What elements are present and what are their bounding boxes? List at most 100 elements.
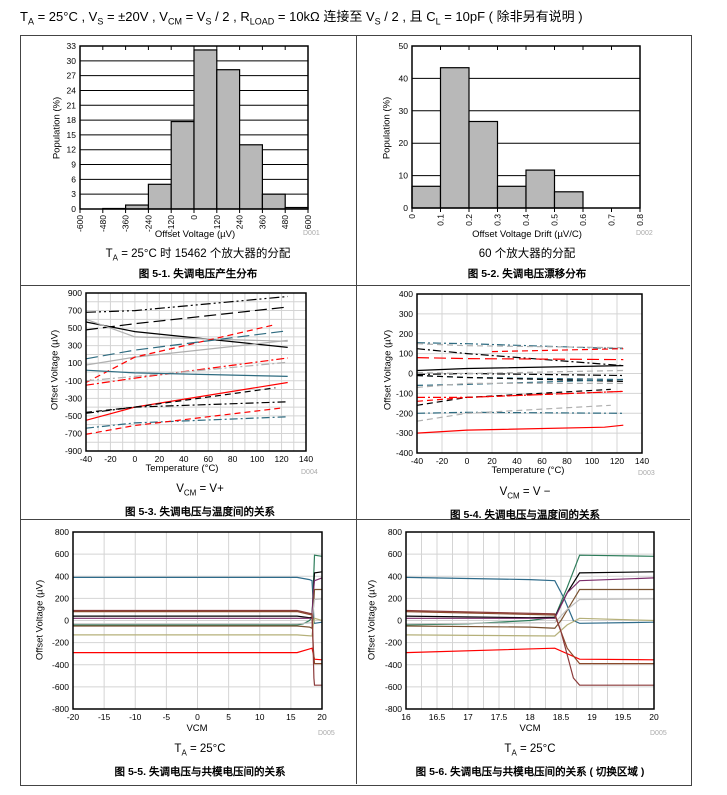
x-tick-label: 120 <box>212 215 222 229</box>
histogram-bar <box>193 49 218 210</box>
x-tick-label: -360 <box>121 215 131 232</box>
y-tick-label: 15 <box>67 130 77 140</box>
x-tick-label: -20 <box>104 454 117 464</box>
column-divider <box>356 35 357 784</box>
chart-1: 0 3 6 9 12 15 18 21 24 27 30 33 -600 -480 -360 -240 -120… <box>67 41 313 232</box>
y-tick-label: 0 <box>397 616 402 626</box>
x-tick-label: -20 <box>436 456 449 466</box>
histogram-bar <box>525 169 556 209</box>
series-line <box>416 378 624 386</box>
x-axis-title: Offset Voltage (µV) <box>154 229 236 240</box>
figure-caption: 图 5-1. 失调电压产生分布 <box>138 268 258 280</box>
x-tick-label: 16 <box>401 712 411 722</box>
y-tick-label: 200 <box>399 329 413 339</box>
x-tick-label: -5 <box>163 712 171 722</box>
y-axis-title: Offset Voltage (µV) <box>366 579 378 661</box>
x-tick-label: -20 <box>67 712 80 722</box>
x-tick-label: 60 <box>203 454 213 464</box>
series-line <box>85 387 276 413</box>
x-tick-label: 140 <box>299 454 313 464</box>
histogram-bar <box>216 69 241 210</box>
series-line <box>73 647 323 661</box>
y-tick-label: 18 <box>67 115 77 125</box>
figure-caption: 图 5-3. 失调电压与温度间的关系 <box>125 506 275 518</box>
series-line <box>73 609 322 686</box>
x-tick-label: 20 <box>649 712 659 722</box>
y-tick-label: 10 <box>399 171 409 181</box>
histogram-bar <box>468 120 499 209</box>
figure-id: D003 <box>638 470 655 477</box>
series-line <box>85 416 288 429</box>
y-axis-title: Offset Voltage (µV) <box>34 579 46 661</box>
y-tick-label: -400 <box>52 660 69 670</box>
x-tick-label: 19 <box>587 712 597 722</box>
y-tick-label: 12 <box>67 145 77 155</box>
y-tick-label: 500 <box>68 323 82 333</box>
x-tick-label: 120 <box>610 456 624 466</box>
y-tick-label: 100 <box>68 358 82 368</box>
series-line <box>85 318 288 342</box>
series-line <box>405 609 654 686</box>
y-tick-label: 0 <box>71 204 76 214</box>
x-tick-label: 480 <box>280 215 290 229</box>
y-tick-label: -600 <box>52 682 69 692</box>
x-tick-label: 100 <box>250 454 264 464</box>
figure-caption: 图 5-2. 失调电压漂移分布 <box>467 268 587 280</box>
x-tick-label: 120 <box>274 454 288 464</box>
x-tick-label: 18.5 <box>553 712 570 722</box>
y-tick-label: 3 <box>71 189 76 199</box>
series-line <box>405 611 654 665</box>
test-condition: TA = 25°C 时 15462 个放大器的分配 <box>105 248 291 263</box>
plot-border <box>79 45 309 210</box>
y-tick-label: -100 <box>396 388 413 398</box>
x-tick-label: 15 <box>286 712 296 722</box>
y-tick-label: 100 <box>399 349 413 359</box>
series-line <box>85 295 288 313</box>
x-tick-label: 0.7 <box>607 214 617 226</box>
y-tick-label: 300 <box>68 341 82 351</box>
histogram-bar <box>496 185 527 209</box>
y-tick-label: 200 <box>388 593 402 603</box>
x-tick-label: 360 <box>257 215 267 229</box>
y-tick-label: -400 <box>396 448 413 458</box>
x-tick-label: 17.5 <box>491 712 508 722</box>
x-tick-label: 0.8 <box>635 214 645 226</box>
series-line <box>73 576 323 624</box>
plot-border <box>416 293 643 454</box>
test-condition: TA = 25°C <box>504 743 556 758</box>
x-tick-label: 600 <box>303 215 313 229</box>
x-tick-label: 40 <box>512 456 522 466</box>
x-tick-label: 0.3 <box>493 214 503 226</box>
x-tick-label: 10 <box>255 712 265 722</box>
conditions-header: TA = 25°C , VS = ±20V , VCM = VS / 2 , R… <box>20 9 583 27</box>
y-tick-label: -200 <box>385 638 402 648</box>
histogram-bar <box>553 191 584 209</box>
figure-caption: 图 5-4. 失调电压与温度间的关系 <box>450 509 600 521</box>
x-axis-title: Offset Voltage Drift (µV/C) <box>472 229 582 240</box>
x-tick-label: -600 <box>75 215 85 232</box>
x-axis-title: Temperature (°C) <box>145 463 219 474</box>
series-line <box>491 348 624 353</box>
x-tick-label: 80 <box>562 456 572 466</box>
x-tick-label: 80 <box>228 454 238 464</box>
y-tick-label: 0 <box>408 369 413 379</box>
y-tick-label: 0 <box>403 203 408 213</box>
y-tick-label: 800 <box>55 527 69 537</box>
x-tick-label: 240 <box>235 215 245 229</box>
test-condition: VCM = V − <box>499 486 551 501</box>
y-tick-label: 33 <box>67 41 77 51</box>
x-tick-label: -120 <box>166 215 176 232</box>
y-tick-label: 600 <box>388 549 402 559</box>
y-tick-label: -200 <box>52 638 69 648</box>
y-tick-label: 6 <box>71 174 76 184</box>
series-line <box>416 390 624 402</box>
test-condition: VCM = V+ <box>176 483 224 498</box>
plot-border <box>72 531 323 710</box>
x-tick-label: 16.5 <box>429 712 446 722</box>
figure-id: D005 <box>318 730 335 737</box>
y-tick-label: -500 <box>65 411 82 421</box>
y-tick-label: -700 <box>65 428 82 438</box>
x-tick-label: 0.5 <box>550 214 560 226</box>
x-tick-label: -10 <box>129 712 142 722</box>
y-tick-label: -600 <box>385 682 402 692</box>
